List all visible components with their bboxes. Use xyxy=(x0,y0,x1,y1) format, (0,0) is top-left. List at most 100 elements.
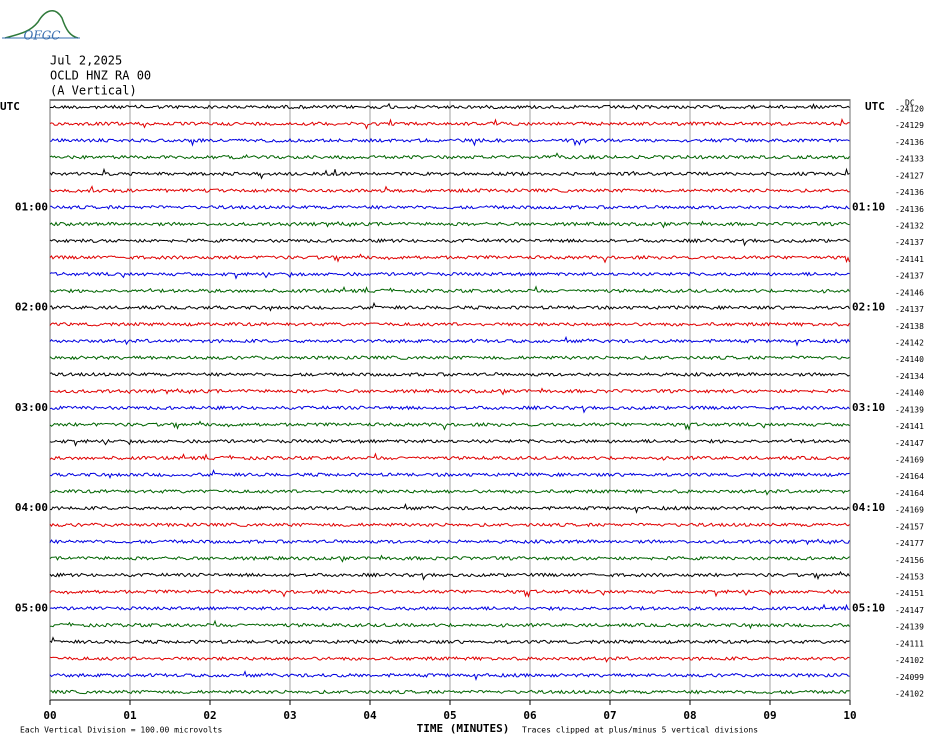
dc-offset-label: -24132 xyxy=(895,222,924,231)
left-timezone: UTC xyxy=(0,100,20,113)
clip-note: Traces clipped at plus/minus 5 vertical … xyxy=(522,726,758,735)
trace xyxy=(49,285,850,294)
dc-offset-label: -24102 xyxy=(895,690,924,699)
trace xyxy=(49,656,850,663)
logo-curve xyxy=(4,10,79,39)
logo: OFGC xyxy=(2,10,80,43)
trace xyxy=(49,670,850,682)
x-tick-label: 00 xyxy=(43,709,56,722)
trace xyxy=(49,167,850,180)
dc-offset-label: -24136 xyxy=(895,138,924,147)
x-tick-label: 06 xyxy=(523,709,537,722)
trace xyxy=(49,271,850,280)
dc-offset-label: -24133 xyxy=(895,155,924,164)
trace xyxy=(49,636,850,645)
dc-offset-label: -24111 xyxy=(895,639,924,648)
x-tick-label: 04 xyxy=(363,709,377,722)
trace xyxy=(49,118,850,130)
trace xyxy=(50,387,850,396)
x-tick-label: 09 xyxy=(763,709,776,722)
dc-offset-label: -24099 xyxy=(895,673,924,682)
trace xyxy=(49,603,850,612)
dc-offset-label: -24169 xyxy=(895,456,924,465)
dc-offset-label: -24139 xyxy=(895,623,924,632)
dc-offset-label: -24142 xyxy=(895,339,924,348)
dc-offset-label: -24127 xyxy=(895,171,924,180)
trace xyxy=(49,335,850,347)
dc-offset-label: -24169 xyxy=(895,506,924,515)
x-tick-label: 08 xyxy=(683,709,696,722)
trace xyxy=(49,102,850,111)
trace xyxy=(49,538,850,546)
dc-offset-label: -24164 xyxy=(895,472,924,481)
dc-offset-label: -24151 xyxy=(895,589,924,598)
trace xyxy=(49,321,850,327)
trace xyxy=(49,405,850,414)
dc-offset-label: -24141 xyxy=(895,422,924,431)
x-tick-label: 05 xyxy=(443,709,456,722)
trace xyxy=(49,152,850,160)
right-hour-label: 01:10 xyxy=(852,200,885,213)
offset-header: DC xyxy=(905,99,915,108)
dc-offset-label: -24129 xyxy=(895,121,924,130)
trace xyxy=(49,253,850,264)
trace xyxy=(49,619,850,630)
trace xyxy=(49,452,850,461)
right-hour-label: 02:10 xyxy=(852,301,885,314)
dc-offset-label: -24177 xyxy=(895,539,924,548)
trace xyxy=(49,420,850,431)
dc-offset-label: -24136 xyxy=(895,188,924,197)
trace xyxy=(49,371,850,377)
trace xyxy=(49,522,850,528)
dc-offset-label: -24120 xyxy=(895,105,924,114)
scale-note: Each Vertical Division = 100.00 microvol… xyxy=(20,726,222,735)
trace xyxy=(49,554,850,563)
dc-offset-label: -24147 xyxy=(895,606,924,615)
dc-offset-label: -24146 xyxy=(895,288,924,297)
dc-offset-label: -24102 xyxy=(895,656,924,665)
hour-label: 01:00 xyxy=(15,200,48,213)
x-tick-label: 07 xyxy=(603,709,616,722)
x-tick-label: 10 xyxy=(843,709,856,722)
dc-offset-label: -24140 xyxy=(895,389,924,398)
trace xyxy=(49,489,850,496)
trace xyxy=(49,503,850,514)
dc-offset-label: -24137 xyxy=(895,305,924,314)
trace xyxy=(49,589,850,598)
trace xyxy=(49,137,850,147)
hour-label: 02:00 xyxy=(15,301,48,314)
dc-offset-label: -24141 xyxy=(895,255,924,264)
x-tick-label: 02 xyxy=(203,709,216,722)
trace xyxy=(49,238,850,247)
dc-offset-label: -24138 xyxy=(895,322,924,331)
dc-offset-label: -24137 xyxy=(895,272,924,281)
hour-label: 04:00 xyxy=(15,501,48,514)
logo-text: OFGC xyxy=(24,29,61,43)
right-timezone: UTC xyxy=(865,100,885,113)
dc-offset-label: -24140 xyxy=(895,355,924,364)
x-axis-title: TIME (MINUTES) xyxy=(417,722,510,735)
dc-offset-label: -24153 xyxy=(895,573,924,582)
hour-label: 05:00 xyxy=(15,601,48,614)
x-tick-label: 03 xyxy=(283,709,296,722)
dc-offset-label: -24136 xyxy=(895,205,924,214)
title-line: (A Vertical) xyxy=(50,84,137,98)
title-line: Jul 2,2025 xyxy=(50,54,122,68)
trace xyxy=(49,204,850,210)
trace xyxy=(49,689,850,695)
x-tick-label: 01 xyxy=(123,709,137,722)
right-hour-label: 05:10 xyxy=(852,601,885,614)
trace xyxy=(49,301,850,312)
trace xyxy=(49,185,850,194)
right-hour-label: 03:10 xyxy=(852,401,885,414)
dc-offset-label: -24137 xyxy=(895,238,924,247)
dc-offset-label: -24164 xyxy=(895,489,924,498)
right-hour-label: 04:10 xyxy=(852,501,885,514)
hour-label: 03:00 xyxy=(15,401,48,414)
title-line: OCLD HNZ RA 00 xyxy=(50,69,151,83)
trace xyxy=(49,355,850,361)
trace xyxy=(49,220,850,229)
dc-offset-label: -24157 xyxy=(895,522,924,531)
dc-offset-label: -24139 xyxy=(895,405,924,414)
